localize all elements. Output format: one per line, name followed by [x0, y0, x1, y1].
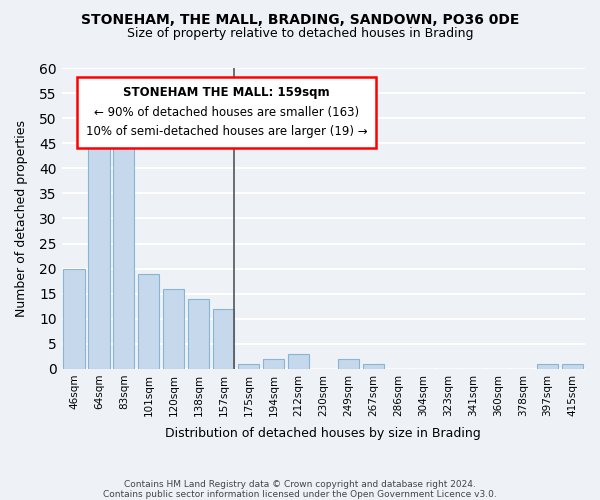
Bar [88, 133, 110, 369]
Bar [362, 364, 384, 369]
Bar [537, 364, 558, 369]
Text: Contains public sector information licensed under the Open Government Licence v3: Contains public sector information licen… [103, 490, 497, 499]
FancyBboxPatch shape [77, 77, 376, 148]
Y-axis label: Number of detached properties: Number of detached properties [15, 120, 28, 317]
Bar [188, 298, 209, 369]
Text: 10% of semi-detached houses are larger (19) →: 10% of semi-detached houses are larger (… [86, 125, 367, 138]
Text: ← 90% of detached houses are smaller (163): ← 90% of detached houses are smaller (16… [94, 106, 359, 118]
Bar [238, 364, 259, 369]
Bar [163, 288, 184, 369]
Bar [263, 359, 284, 369]
Bar [113, 148, 134, 369]
Bar [562, 364, 583, 369]
Bar [64, 268, 85, 369]
Text: Contains HM Land Registry data © Crown copyright and database right 2024.: Contains HM Land Registry data © Crown c… [124, 480, 476, 489]
Bar [138, 274, 160, 369]
Bar [288, 354, 309, 369]
Text: STONEHAM THE MALL: 159sqm: STONEHAM THE MALL: 159sqm [123, 86, 330, 99]
X-axis label: Distribution of detached houses by size in Brading: Distribution of detached houses by size … [166, 427, 481, 440]
Text: STONEHAM, THE MALL, BRADING, SANDOWN, PO36 0DE: STONEHAM, THE MALL, BRADING, SANDOWN, PO… [81, 12, 519, 26]
Text: Size of property relative to detached houses in Brading: Size of property relative to detached ho… [127, 28, 473, 40]
Bar [338, 359, 359, 369]
Bar [213, 308, 234, 369]
